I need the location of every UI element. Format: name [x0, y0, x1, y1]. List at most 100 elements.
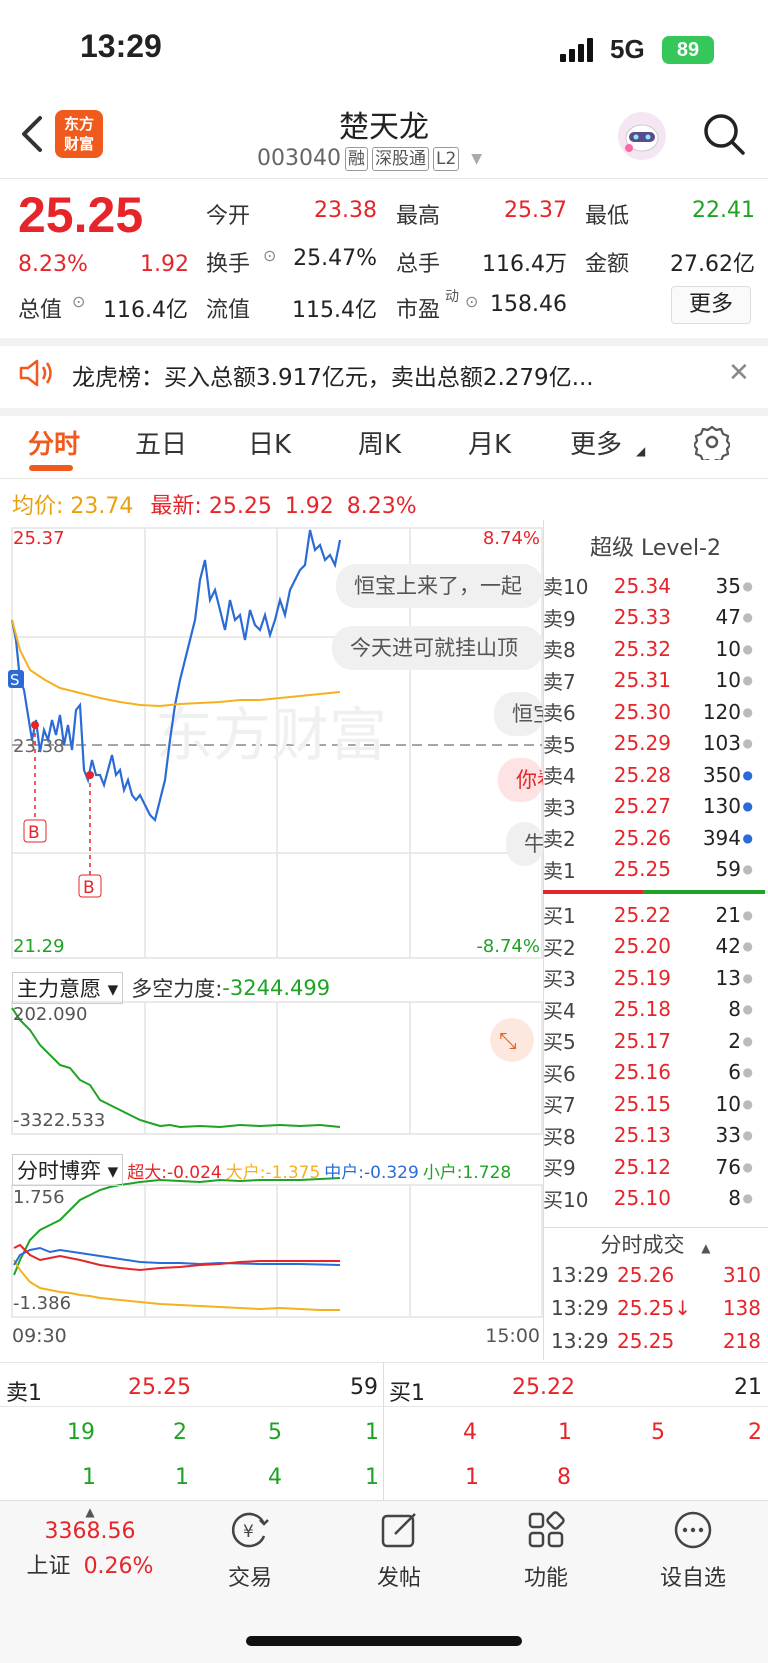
- ask-row[interactable]: 卖5 25.29 103 ●: [543, 728, 765, 760]
- avg-value: 23.74: [70, 494, 134, 519]
- mini-sell-price: 25.25: [128, 1375, 191, 1400]
- bid-row[interactable]: 买1 25.22 21 ●: [543, 899, 765, 931]
- ask-price: 25.30: [613, 699, 671, 724]
- comment-bubble[interactable]: 恒宝上来了，一起: [336, 564, 543, 608]
- bid-row[interactable]: 买6 25.16 6 ●: [543, 1057, 765, 1089]
- intraday-chart[interactable]: 东方财富 S B B 25.37 8.74% 23.38 21.29 -8.74…: [0, 520, 543, 1360]
- tab-more[interactable]: 更多: [570, 430, 623, 460]
- bid-row[interactable]: 买5 25.17 2 ●: [543, 1025, 765, 1057]
- bid-volume: 33: [715, 1123, 741, 1148]
- comment-bubble[interactable]: 今天进可就挂山顶: [332, 626, 543, 670]
- time-end: 15:00: [485, 1325, 540, 1347]
- tab-weekly-k[interactable]: 周K: [358, 430, 402, 460]
- stock-name: 楚天龙: [339, 110, 429, 145]
- bid-volume: 10: [715, 1091, 741, 1116]
- bid-row[interactable]: 买2 25.20 42 ●: [543, 931, 765, 963]
- nav-trade[interactable]: ¥ 交易: [200, 1510, 300, 1592]
- bid-row[interactable]: 买8 25.13 33 ●: [543, 1120, 765, 1152]
- info-icon[interactable]: ⊙: [263, 246, 277, 265]
- top-price: 25.37: [13, 528, 65, 549]
- ask-row[interactable]: 卖1 25.25 59 ●: [543, 854, 765, 886]
- trade-price: 25.26: [617, 1262, 675, 1287]
- nav-add-watchlist[interactable]: 设自选: [643, 1510, 743, 1592]
- buy-marker-label-1: B: [28, 823, 40, 843]
- ask-price: 25.27: [613, 794, 671, 819]
- mini-sell-cell: 1: [82, 1465, 96, 1490]
- ind2-selector[interactable]: 分时博弈 ▾: [12, 1154, 124, 1186]
- section-gap: [0, 338, 768, 346]
- mini-buy-cell: 2: [748, 1420, 762, 1445]
- info-icon[interactable]: ⊙: [465, 292, 479, 311]
- orderbook-title[interactable]: 超级 Level-2: [589, 536, 721, 561]
- open-label: 今开: [206, 204, 251, 229]
- bid-price: 25.13: [613, 1123, 671, 1148]
- bid-row[interactable]: 买3 25.19 13 ●: [543, 962, 765, 994]
- trade-time: 13:29: [551, 1262, 609, 1287]
- assistant-robot-icon[interactable]: [618, 112, 666, 160]
- tab-five-day[interactable]: 五日: [135, 430, 188, 460]
- volume-label: 总手: [396, 252, 441, 277]
- ask-row[interactable]: 卖4 25.28 350 ●: [543, 759, 765, 791]
- buy-marker: [78, 874, 102, 898]
- home-indicator[interactable]: [246, 1636, 522, 1646]
- bid-level-label: 买8: [543, 1124, 576, 1149]
- index-widget[interactable]: ▲ 3368.56 上证 0.26%: [10, 1505, 170, 1580]
- mini-buy-price: 25.22: [512, 1375, 575, 1400]
- nav-post-label: 发帖: [376, 1566, 421, 1591]
- ind1-name: 主力意愿: [17, 977, 101, 1001]
- bid-row[interactable]: 买4 25.18 8 ●: [543, 994, 765, 1026]
- caret-up-icon: ▲: [701, 1241, 711, 1255]
- ask-row[interactable]: 卖6 25.30 120 ●: [543, 696, 765, 728]
- mini-buy-label: 买1: [389, 1381, 425, 1406]
- watermark: 东方财富: [155, 701, 387, 769]
- ask-row[interactable]: 卖3 25.27 130 ●: [543, 791, 765, 823]
- trades-title[interactable]: 分时成交 ▲: [543, 1229, 768, 1259]
- ask-row[interactable]: 卖2 25.26 394 ●: [543, 822, 765, 854]
- search-icon[interactable]: [702, 112, 746, 156]
- ask-price: 25.25: [613, 857, 671, 882]
- info-icon[interactable]: ⊙: [72, 292, 86, 311]
- order-dot-icon: ●: [742, 862, 753, 877]
- avg-price-line: [11, 619, 341, 708]
- dropdown-caret-icon: ▼: [471, 150, 483, 167]
- close-icon[interactable]: ✕: [728, 358, 750, 388]
- bid-row[interactable]: 买9 25.12 76 ●: [543, 1151, 765, 1183]
- mid-price: 23.38: [13, 736, 65, 757]
- ind2-bottom: -1.386: [13, 1293, 71, 1314]
- bid-row[interactable]: 买10 25.10 8 ●: [543, 1183, 765, 1215]
- logo-text-line1: 东方: [63, 115, 94, 133]
- nav-post[interactable]: 发帖: [349, 1510, 449, 1592]
- ask-volume: 35: [715, 573, 741, 598]
- clock: 13:29: [80, 28, 162, 64]
- ask-row[interactable]: 卖8 25.32 10 ●: [543, 633, 765, 665]
- tab-monthly-k[interactable]: 月K: [468, 430, 512, 460]
- mini-sell-cell: 1: [365, 1420, 379, 1445]
- section-gap: [0, 408, 768, 416]
- nav-functions-label: 功能: [523, 1566, 568, 1591]
- settings-gear-icon[interactable]: [694, 424, 730, 460]
- ind1-grid: [11, 1001, 543, 1135]
- comment-bubble[interactable]: 恒宝: [494, 692, 543, 736]
- ask-row[interactable]: 卖10 25.34 35 ●: [543, 570, 765, 602]
- tab-daily-k[interactable]: 日K: [248, 430, 292, 460]
- spread-bar: [543, 888, 765, 896]
- more-quote-button[interactable]: 更多: [671, 286, 751, 324]
- tab-intraday[interactable]: 分时: [28, 430, 81, 460]
- comment-bubble[interactable]: 你看: [498, 758, 543, 802]
- time-start: 09:30: [12, 1325, 67, 1347]
- news-text[interactable]: 龙虎榜：买入总额3.917亿元，卖出总额2.279亿...: [72, 365, 594, 391]
- bid-row[interactable]: 买7 25.15 10 ●: [543, 1088, 765, 1120]
- grid-icon: [528, 1511, 565, 1548]
- ask-row[interactable]: 卖7 25.31 10 ●: [543, 665, 765, 697]
- svg-text:¥: ¥: [243, 1522, 254, 1542]
- mini-book-top-divider: [0, 1362, 768, 1363]
- bid-volume: 2: [728, 1028, 741, 1053]
- ind1-selector[interactable]: 主力意愿 ▾: [12, 972, 124, 1004]
- nav-functions[interactable]: 功能: [496, 1510, 596, 1592]
- ask-row[interactable]: 卖9 25.33 47 ●: [543, 602, 765, 634]
- back-arrow-icon[interactable]: [18, 112, 48, 156]
- comment-bubble[interactable]: 牛: [506, 822, 543, 866]
- avg-label: 均价:: [12, 494, 64, 519]
- stock-subline[interactable]: 003040 融 深股通 L2 ▼: [257, 146, 482, 171]
- ind2-super: 超大:-0.024: [127, 1162, 222, 1183]
